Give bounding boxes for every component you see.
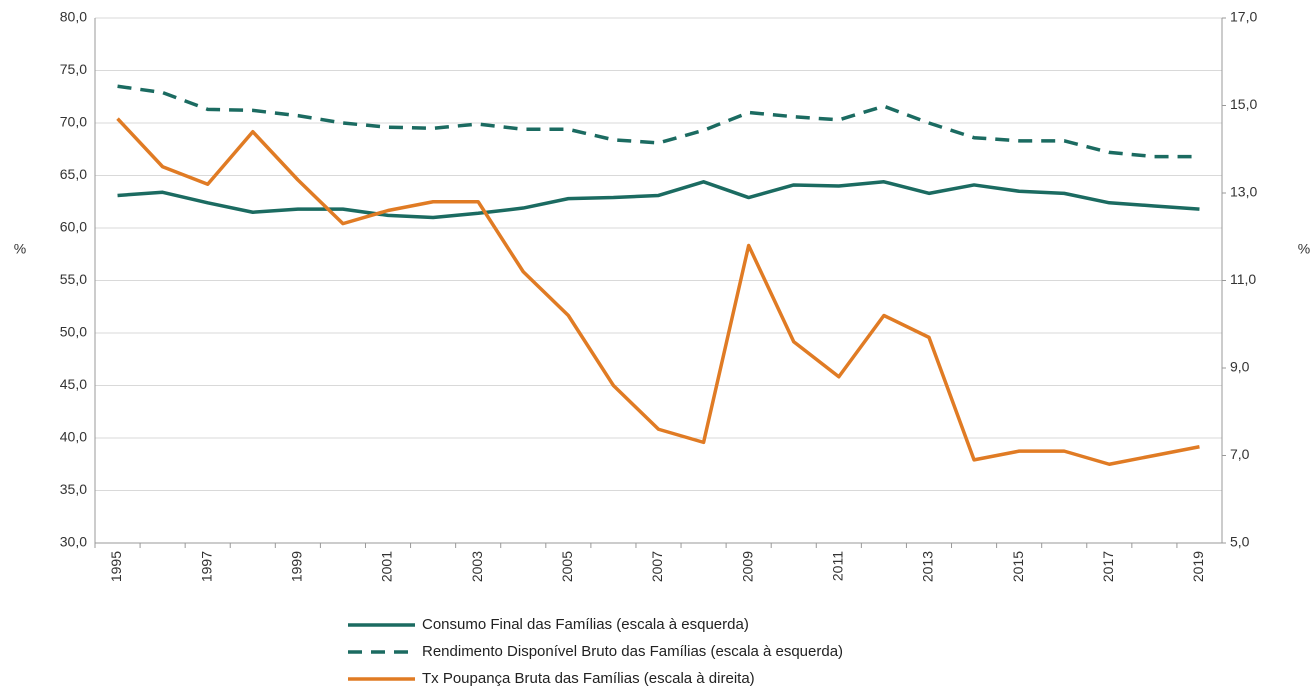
y-tick-label: 60,0 — [60, 219, 87, 235]
y2-tick-label: 11,0 — [1230, 271, 1256, 287]
x-tick-label: 1999 — [289, 551, 305, 582]
series-line — [117, 84, 1200, 159]
legend-label: Tx Poupança Bruta das Famílias (escala à… — [422, 670, 755, 687]
x-tick-label: 2019 — [1190, 551, 1206, 582]
x-tick-label: 2013 — [920, 551, 936, 582]
y-tick-label: 65,0 — [60, 166, 87, 182]
y2-tick-label: 5,0 — [1230, 534, 1250, 550]
x-tick-label: 2007 — [649, 551, 665, 582]
y-tick-label: 30,0 — [60, 534, 87, 550]
y-tick-label: 80,0 — [60, 9, 87, 25]
x-tick-label: 2003 — [469, 551, 485, 582]
y-tick-label: 55,0 — [60, 271, 87, 287]
series-line — [116, 117, 1200, 466]
x-tick-label: 2005 — [559, 551, 575, 582]
y2-tick-label: 7,0 — [1230, 446, 1250, 462]
y-tick-label: 45,0 — [60, 376, 87, 392]
y-tick-label: 35,0 — [60, 481, 87, 497]
y-tick-label: 75,0 — [60, 61, 87, 77]
y2-tick-label: 13,0 — [1230, 184, 1257, 200]
legend-label: Rendimento Disponível Bruto das Famílias… — [422, 643, 843, 660]
y2-axis-label: % — [1298, 241, 1310, 257]
x-tick-label: 2011 — [830, 551, 846, 581]
y-tick-label: 40,0 — [60, 429, 87, 445]
x-tick-label: 2009 — [739, 551, 755, 582]
x-tick-label: 1997 — [198, 551, 214, 582]
y-axis-label: % — [14, 241, 26, 257]
x-tick-label: 2015 — [1010, 551, 1026, 582]
y-tick-label: 50,0 — [60, 324, 87, 340]
y2-tick-label: 15,0 — [1230, 96, 1257, 112]
series-line — [117, 180, 1200, 220]
y2-tick-label: 17,0 — [1230, 9, 1257, 25]
x-tick-label: 1995 — [108, 551, 124, 582]
legend-label: Consumo Final das Famílias (escala à esq… — [422, 616, 749, 633]
y-tick-label: 70,0 — [60, 114, 87, 130]
x-tick-label: 2001 — [379, 551, 395, 582]
x-tick-label: 2017 — [1100, 551, 1116, 582]
y2-tick-label: 9,0 — [1230, 359, 1250, 375]
